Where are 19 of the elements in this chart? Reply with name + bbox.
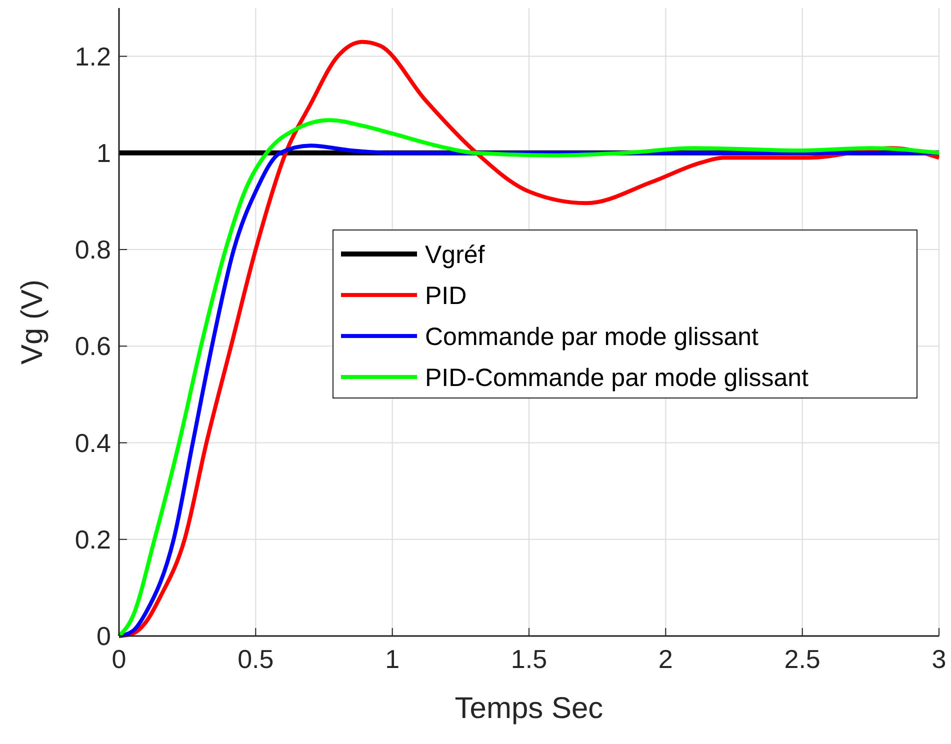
y-tick-label: 0.2 bbox=[74, 524, 111, 554]
legend-label: PID-Commande par mode glissant bbox=[425, 364, 809, 392]
y-tick-label: 0.4 bbox=[74, 428, 111, 458]
x-tick-label: 1 bbox=[385, 644, 400, 674]
x-tick-label: 2.5 bbox=[784, 644, 820, 674]
y-tick-label: 0.8 bbox=[74, 234, 111, 265]
y-tick-label: 0.6 bbox=[74, 331, 111, 362]
x-tick-label: 3 bbox=[932, 644, 946, 674]
y-tick-label: 1 bbox=[96, 138, 111, 168]
y-axis-title: Vg (V) bbox=[16, 279, 49, 365]
legend-label: Commande par mode glissant bbox=[425, 323, 759, 351]
y-tick-label: 1.2 bbox=[74, 41, 111, 72]
legend-label: PID bbox=[425, 282, 467, 310]
x-tick-label: 0.5 bbox=[238, 644, 274, 674]
legend-label: Vgréf bbox=[425, 241, 485, 269]
x-tick-label: 1.5 bbox=[510, 644, 548, 674]
y-tick-label: 0 bbox=[96, 621, 111, 651]
x-axis-title: Temps Sec bbox=[454, 692, 604, 725]
x-tick-label: 2 bbox=[658, 644, 673, 674]
